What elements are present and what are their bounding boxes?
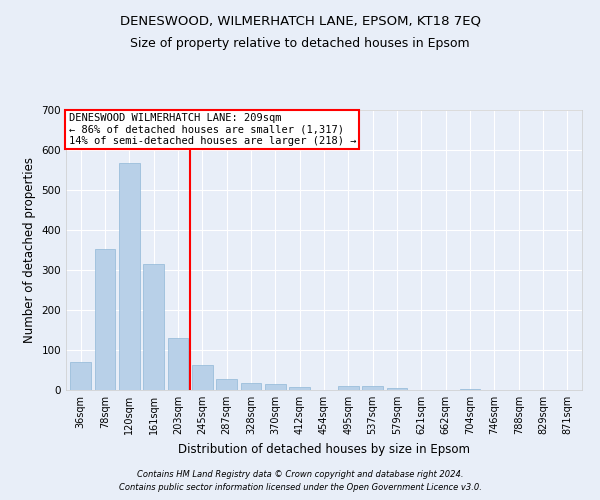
Bar — [362, 386, 383, 390]
Bar — [338, 386, 359, 390]
Bar — [192, 365, 212, 390]
Y-axis label: Number of detached properties: Number of detached properties — [23, 157, 36, 343]
Text: DENESWOOD, WILMERHATCH LANE, EPSOM, KT18 7EQ: DENESWOOD, WILMERHATCH LANE, EPSOM, KT18… — [119, 15, 481, 28]
Bar — [70, 362, 91, 390]
Bar — [241, 383, 262, 390]
Text: Size of property relative to detached houses in Epsom: Size of property relative to detached ho… — [130, 38, 470, 51]
Bar — [95, 249, 115, 390]
Bar — [265, 384, 286, 390]
Bar — [460, 389, 481, 390]
Text: DENESWOOD WILMERHATCH LANE: 209sqm
← 86% of detached houses are smaller (1,317)
: DENESWOOD WILMERHATCH LANE: 209sqm ← 86%… — [68, 113, 356, 146]
X-axis label: Distribution of detached houses by size in Epsom: Distribution of detached houses by size … — [178, 442, 470, 456]
Bar — [119, 163, 140, 390]
Bar — [216, 379, 237, 390]
Text: Contains HM Land Registry data © Crown copyright and database right 2024.: Contains HM Land Registry data © Crown c… — [137, 470, 463, 479]
Bar — [167, 338, 188, 390]
Bar — [143, 264, 164, 390]
Bar — [386, 388, 407, 390]
Text: Contains public sector information licensed under the Open Government Licence v3: Contains public sector information licen… — [119, 484, 481, 492]
Bar — [289, 387, 310, 390]
